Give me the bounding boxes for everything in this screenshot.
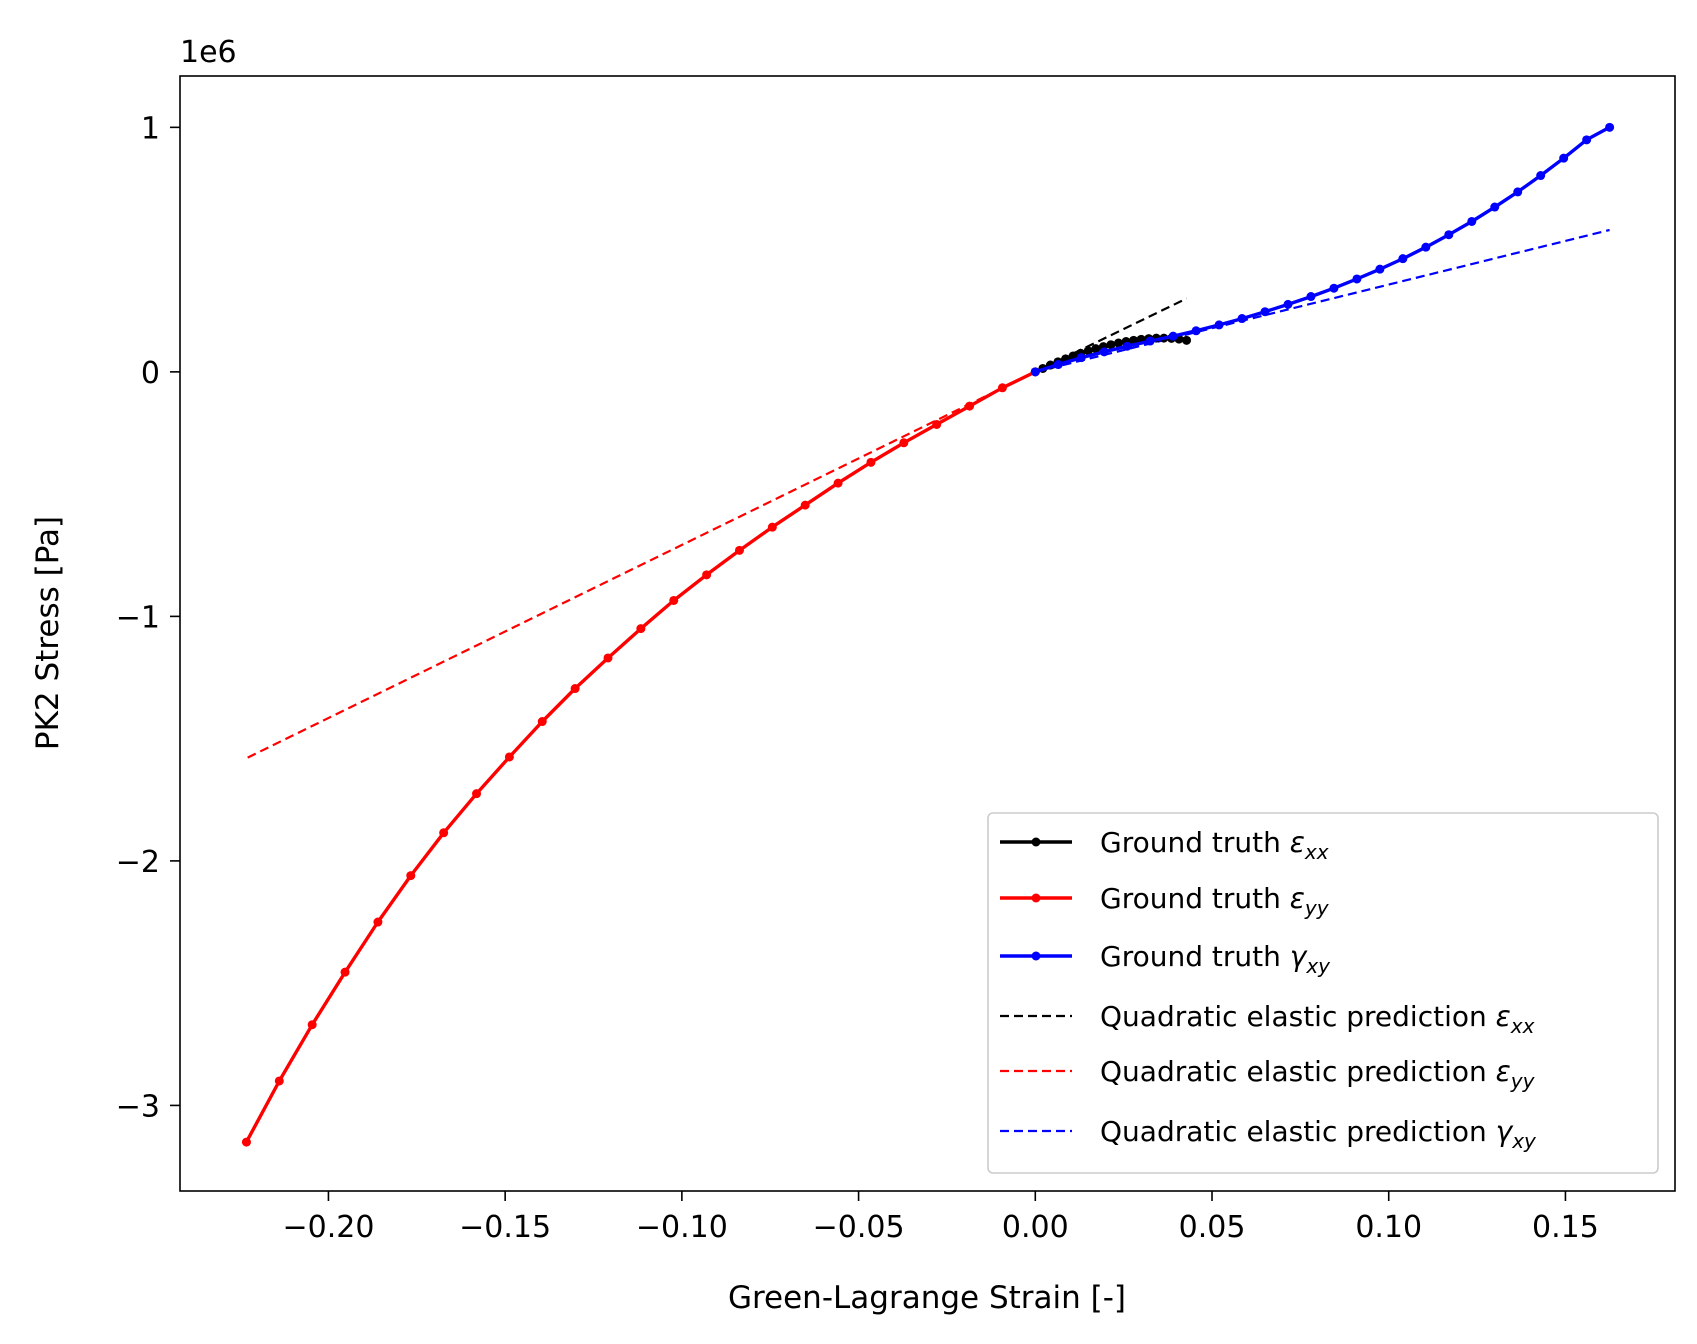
data-point	[1214, 320, 1224, 330]
data-point	[669, 595, 679, 605]
data-point	[1444, 230, 1454, 240]
legend-entry: Ground truth εyy	[1000, 882, 1330, 920]
legend-entry: Ground truth εxx	[1000, 826, 1329, 864]
data-point	[1122, 341, 1132, 351]
legend-entry: Quadratic elastic prediction γxy	[1000, 1115, 1537, 1153]
data-point	[833, 478, 843, 488]
data-point	[274, 1076, 284, 1086]
data-point	[439, 828, 449, 838]
series-ground-truth-xy	[1030, 122, 1615, 377]
data-point	[1283, 299, 1293, 309]
data-point	[1237, 314, 1247, 324]
data-point	[1260, 307, 1270, 317]
x-axis: −0.20 −0.15 −0.10 −0.05 0.00 0.05 0.10 0.15	[282, 1191, 1599, 1245]
x-tick-label: 0.10	[1355, 1210, 1422, 1245]
y-tick-label: −3	[116, 1089, 160, 1124]
x-tick-label: 0.00	[1002, 1210, 1069, 1245]
data-point	[702, 570, 712, 580]
y-tick-label: −2	[116, 845, 160, 880]
data-point	[965, 401, 975, 411]
legend-entry: Quadratic elastic prediction εyy	[1000, 1055, 1536, 1093]
data-point	[1191, 326, 1201, 336]
x-tick-label: −0.05	[813, 1210, 905, 1245]
data-point	[472, 789, 482, 799]
data-point	[1076, 353, 1086, 363]
data-point	[1536, 171, 1546, 181]
data-point	[899, 438, 909, 448]
data-point	[636, 624, 646, 634]
data-point	[1030, 367, 1040, 377]
legend-entry: Quadratic elastic prediction εxx	[1000, 1000, 1535, 1038]
data-point	[1306, 292, 1316, 302]
y-axis: 1 0 −1 −2 −3	[116, 111, 180, 1124]
y-offset-label: 1e6	[180, 35, 237, 70]
data-point	[1467, 216, 1477, 226]
legend-label: Quadratic elastic prediction γxy	[1100, 1115, 1537, 1153]
legend-label: Ground truth εyy	[1100, 882, 1330, 920]
data-point	[1421, 242, 1431, 252]
series-line	[245, 370, 1036, 760]
x-tick-label: −0.15	[459, 1210, 551, 1245]
data-point	[1083, 346, 1093, 356]
data-point	[1091, 344, 1101, 354]
legend-marker	[1031, 951, 1041, 961]
data-point	[800, 500, 810, 510]
data-point	[504, 752, 514, 762]
legend-entries: Ground truth εxx Ground truth εyy Ground t…	[1000, 826, 1537, 1153]
data-point	[1182, 335, 1192, 345]
data-point	[767, 522, 777, 532]
data-point	[1329, 283, 1339, 293]
legend-marker	[1031, 837, 1041, 847]
data-point	[373, 917, 383, 927]
data-point	[1168, 331, 1178, 341]
data-point	[1352, 274, 1362, 284]
data-point	[340, 967, 350, 977]
legend: Ground truth εxx Ground truth εyy Ground t…	[987, 812, 1659, 1174]
data-point	[1375, 264, 1385, 274]
series-layer	[241, 122, 1615, 1147]
data-point	[406, 871, 416, 881]
legend-box	[987, 812, 1659, 1174]
legend-label: Quadratic elastic prediction εxx	[1100, 1000, 1535, 1038]
data-point	[997, 383, 1007, 393]
series-ground-truth-yy	[241, 367, 1040, 1147]
data-point	[307, 1020, 317, 1030]
data-point	[1490, 202, 1500, 212]
legend-entry: Ground truth γxy	[1000, 940, 1331, 978]
legend-label: Ground truth γxy	[1100, 940, 1331, 978]
data-point	[570, 684, 580, 694]
data-point	[932, 419, 942, 429]
y-tick-label: 0	[141, 356, 160, 391]
x-tick-label: −0.20	[282, 1210, 374, 1245]
x-tick-label: 0.15	[1532, 1210, 1599, 1245]
data-point	[1398, 254, 1408, 264]
data-point	[1099, 347, 1109, 357]
data-point	[1113, 338, 1123, 348]
y-tick-label: 1	[141, 111, 160, 146]
data-point	[1145, 336, 1155, 346]
x-tick-label: −0.10	[636, 1210, 728, 1245]
data-point	[537, 717, 547, 727]
data-point	[1582, 135, 1592, 145]
plot-frame	[179, 75, 1676, 1192]
x-axis-label: Green-Lagrange Strain [-]	[728, 1280, 1126, 1316]
data-point	[1106, 340, 1116, 350]
legend-marker	[1031, 893, 1041, 903]
data-point	[1513, 187, 1523, 197]
data-point	[241, 1137, 251, 1147]
legend-label: Ground truth εxx	[1100, 826, 1329, 864]
y-axis-label: PK2 Stress [Pa]	[30, 516, 66, 750]
series-prediction-yy	[245, 370, 1036, 760]
data-point	[866, 457, 876, 467]
data-point	[603, 653, 613, 663]
x-tick-label: 0.05	[1179, 1210, 1246, 1245]
data-point	[1605, 122, 1615, 132]
y-tick-label: −1	[116, 600, 160, 635]
data-point	[1053, 360, 1063, 370]
data-point	[1559, 153, 1569, 163]
legend-label: Quadratic elastic prediction εyy	[1100, 1055, 1536, 1093]
data-point	[734, 545, 744, 555]
